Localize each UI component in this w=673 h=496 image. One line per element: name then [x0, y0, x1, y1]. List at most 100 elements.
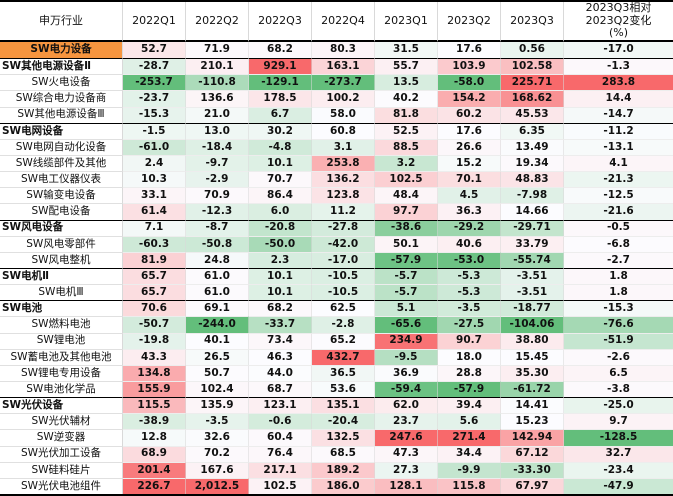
- value-cell: 70.1: [438, 171, 501, 188]
- value-cell: 38.80: [501, 332, 564, 349]
- value-cell: 15.45: [501, 348, 564, 365]
- value-cell: 18.0: [438, 348, 501, 365]
- value-cell: 46.3: [249, 348, 312, 365]
- row-label-total: SW电力设备: [0, 42, 123, 59]
- value-cell: 100.2: [312, 90, 375, 107]
- value-cell: -59.4: [375, 380, 438, 398]
- value-cell: -29.71: [501, 219, 564, 236]
- change-value-cell: -6.8: [564, 235, 673, 252]
- value-cell: -2.9: [186, 171, 249, 188]
- change-value-cell: -13.1: [564, 138, 673, 155]
- value-cell: 13.49: [501, 138, 564, 155]
- value-cell: 69.1: [186, 300, 249, 317]
- value-cell: 70.2: [186, 445, 249, 462]
- value-cell: 52.7: [123, 42, 186, 59]
- value-cell: -65.6: [375, 316, 438, 333]
- value-cell: -17.0: [312, 251, 375, 268]
- value-cell: 136.2: [312, 171, 375, 188]
- value-cell: 44.0: [249, 364, 312, 381]
- value-cell: 60.2: [438, 106, 501, 123]
- value-cell: 39.4: [438, 397, 501, 414]
- value-cell: -57.9: [438, 380, 501, 398]
- value-cell: -10.5: [312, 284, 375, 301]
- value-cell: -8.7: [186, 219, 249, 236]
- value-cell: 17.6: [438, 42, 501, 59]
- value-cell: 70.6: [123, 300, 186, 317]
- value-cell: -5.7: [375, 267, 438, 285]
- value-cell: 102.5: [249, 477, 312, 494]
- value-cell: -61.0: [123, 138, 186, 155]
- change-value-cell: -2.7: [564, 251, 673, 268]
- value-cell: -129.1: [249, 74, 312, 91]
- row-label-category: SW电网设备: [0, 122, 123, 139]
- value-cell: 34.4: [438, 445, 501, 462]
- value-cell: 61.4: [123, 203, 186, 220]
- value-cell: -38.9: [123, 413, 186, 430]
- value-cell: 52.5: [375, 122, 438, 139]
- quarter-column-header-2022Q3: 2022Q3: [249, 2, 312, 42]
- row-label-sub: SW电机Ⅲ: [0, 284, 123, 301]
- value-cell: 27.3: [375, 461, 438, 478]
- value-cell: 62.5: [312, 300, 375, 317]
- value-cell: 26.5: [186, 348, 249, 365]
- value-cell: 90.7: [438, 332, 501, 349]
- value-cell: 3.2: [375, 154, 438, 172]
- row-label-sub: SW光伏加工设备: [0, 445, 123, 462]
- value-cell: 35.30: [501, 364, 564, 381]
- value-cell: -273.7: [312, 74, 375, 91]
- row-label-sub: SW蓄电池及其他电池: [0, 348, 123, 365]
- value-cell: -9.7: [186, 154, 249, 172]
- value-cell: 43.3: [123, 348, 186, 365]
- value-cell: 68.2: [249, 42, 312, 59]
- change-value-cell: -1.3: [564, 58, 673, 75]
- value-cell: -15.3: [123, 106, 186, 123]
- value-cell: 24.8: [186, 251, 249, 268]
- value-cell: -53.0: [438, 251, 501, 268]
- value-cell: -18.4: [186, 138, 249, 155]
- change-value-cell: 32.7: [564, 445, 673, 462]
- change-value-cell: -0.5: [564, 219, 673, 236]
- change-column-header: 2023Q3相对 2023Q2变化 (%): [564, 2, 673, 42]
- value-cell: 0.56: [501, 42, 564, 59]
- value-cell: 189.2: [312, 461, 375, 478]
- value-cell: 21.0: [186, 106, 249, 123]
- value-cell: -3.51: [501, 267, 564, 285]
- row-label-category: SW其他电源设备Ⅱ: [0, 58, 123, 75]
- row-label-category: SW电机Ⅱ: [0, 267, 123, 285]
- value-cell: -33.7: [249, 316, 312, 333]
- value-cell: 5.1: [375, 300, 438, 317]
- value-cell: 102.5: [375, 171, 438, 188]
- value-cell: 201.4: [123, 461, 186, 478]
- value-cell: 135.1: [312, 397, 375, 414]
- value-cell: 3.1: [312, 138, 375, 155]
- value-cell: 55.7: [375, 58, 438, 75]
- row-label-sub: SW输变电设备: [0, 187, 123, 204]
- value-cell: 45.53: [501, 106, 564, 123]
- change-value-cell: 1.8: [564, 267, 673, 285]
- change-value-cell: -76.6: [564, 316, 673, 333]
- row-label-category: SW光伏设备: [0, 397, 123, 414]
- row-label-sub: SW电池化学品: [0, 380, 123, 398]
- value-cell: 128.1: [375, 477, 438, 494]
- value-cell: -12.3: [186, 203, 249, 220]
- change-value-cell: -14.7: [564, 106, 673, 123]
- value-cell: 36.3: [438, 203, 501, 220]
- value-cell: -3.51: [501, 284, 564, 301]
- value-cell: -20.8: [249, 219, 312, 236]
- value-cell: 10.1: [249, 284, 312, 301]
- value-cell: 30.2: [249, 122, 312, 139]
- value-cell: -104.06: [501, 316, 564, 333]
- value-cell: 86.4: [249, 187, 312, 204]
- value-cell: -1.5: [123, 122, 186, 139]
- value-cell: -7.98: [501, 187, 564, 204]
- value-cell: 70.7: [249, 171, 312, 188]
- value-cell: 2.3: [249, 251, 312, 268]
- row-label-sub: SW燃料电池: [0, 316, 123, 333]
- value-cell: 97.7: [375, 203, 438, 220]
- value-cell: 50.1: [375, 235, 438, 252]
- value-cell: 115.8: [438, 477, 501, 494]
- value-cell: 247.6: [375, 429, 438, 446]
- value-cell: 123.8: [312, 187, 375, 204]
